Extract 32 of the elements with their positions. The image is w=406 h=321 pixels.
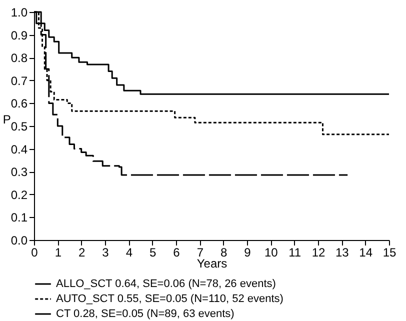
x-tick-label: 15 [382, 246, 396, 260]
x-tick-label: 8 [220, 246, 228, 260]
legend-label: AUTO_SCT 0.55, SE=0.05 (N=110, 52 events) [56, 293, 284, 305]
y-tick-label: 0.5 [10, 120, 28, 134]
x-tick-label: 5 [149, 246, 156, 260]
y-axis-title: P [2, 112, 11, 126]
y-tick-label: 0.6 [10, 96, 28, 111]
x-tick-label: 3 [102, 246, 110, 260]
legend-label: CT 0.28, SE=0.05 (N=89, 63 events) [56, 308, 234, 320]
x-tick-label: 11 [288, 246, 302, 260]
x-tick-label: 10 [264, 246, 278, 260]
x-tick-label: 13 [335, 246, 350, 260]
x-tick-label: 0 [31, 246, 38, 260]
x-tick-label: 12 [312, 246, 326, 260]
legend-label: ALLO_SCT 0.64, SE=0.06 (N=78, 26 events) [56, 278, 276, 290]
y-tick-label: 0.9 [10, 28, 28, 42]
x-tick-label: 9 [244, 246, 252, 260]
y-tick-label: 0.1 [10, 210, 28, 225]
x-tick-label: 6 [173, 246, 180, 260]
y-tick-label: 0.2 [10, 188, 28, 202]
x-tick-label: 7 [196, 246, 204, 260]
x-tick-label: 1 [54, 246, 62, 260]
y-tick-label: 0.0 [10, 234, 28, 248]
y-tick-label: 0.8 [10, 51, 28, 66]
x-tick-label: 14 [359, 246, 373, 260]
x-axis-title: Years [196, 256, 228, 270]
y-tick-label: 0.3 [10, 165, 28, 180]
y-tick-label: 0.7 [10, 74, 28, 88]
y-tick-label: 1.0 [10, 6, 28, 20]
y-tick-label: 0.4 [10, 142, 28, 156]
x-tick-label: 4 [126, 246, 133, 260]
x-tick-label: 2 [78, 246, 86, 260]
